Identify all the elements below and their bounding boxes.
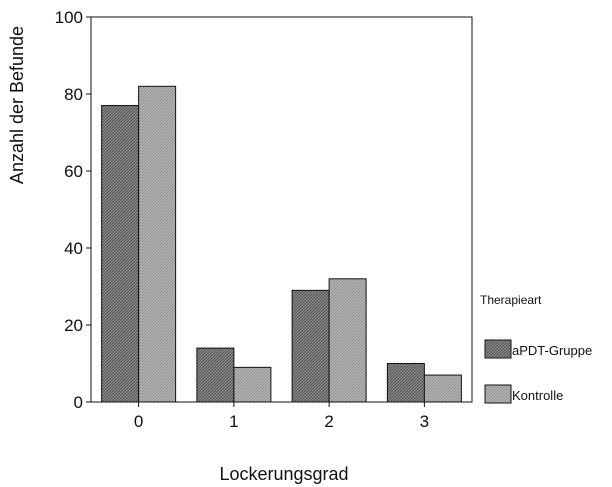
y-tick-label: 100 xyxy=(55,8,83,27)
bar-apdt-gruppe-0 xyxy=(101,105,140,403)
x-tick-label: 2 xyxy=(324,412,333,431)
bar-kontrolle-0 xyxy=(138,85,177,403)
bar-kontrolle-3 xyxy=(423,374,462,403)
x-tick-label: 3 xyxy=(420,412,429,431)
legend: Therapieart aPDT-Gruppe Kontrolle xyxy=(480,293,592,404)
y-tick-label: 60 xyxy=(64,162,83,181)
x-axis: 0 1 2 3 xyxy=(134,402,429,431)
x-tick-label: 0 xyxy=(134,412,143,431)
legend-title: Therapieart xyxy=(480,293,542,307)
x-tick-label: 1 xyxy=(229,412,238,431)
plot-frame xyxy=(90,16,473,403)
y-axis: 0 20 40 60 80 100 xyxy=(55,8,91,412)
y-tick-label: 20 xyxy=(64,316,83,335)
legend-label: aPDT-Gruppe xyxy=(512,343,592,358)
bar-kontrolle-2 xyxy=(328,278,367,403)
legend-swatch xyxy=(484,339,512,359)
bar-apdt-gruppe-2 xyxy=(291,289,330,403)
y-tick-label: 80 xyxy=(64,85,83,104)
bar-kontrolle-1 xyxy=(233,366,272,403)
bars-group xyxy=(101,85,462,403)
x-axis-label: Lockerungsgrad xyxy=(219,464,348,484)
y-tick-label: 40 xyxy=(64,239,83,258)
bar-apdt-gruppe-1 xyxy=(196,347,235,403)
y-tick-label: 0 xyxy=(74,393,83,412)
bar-apdt-gruppe-3 xyxy=(386,363,425,403)
legend-label: Kontrolle xyxy=(512,388,563,403)
legend-swatch xyxy=(484,384,512,404)
y-axis-label: Anzahl der Befunde xyxy=(7,26,27,184)
